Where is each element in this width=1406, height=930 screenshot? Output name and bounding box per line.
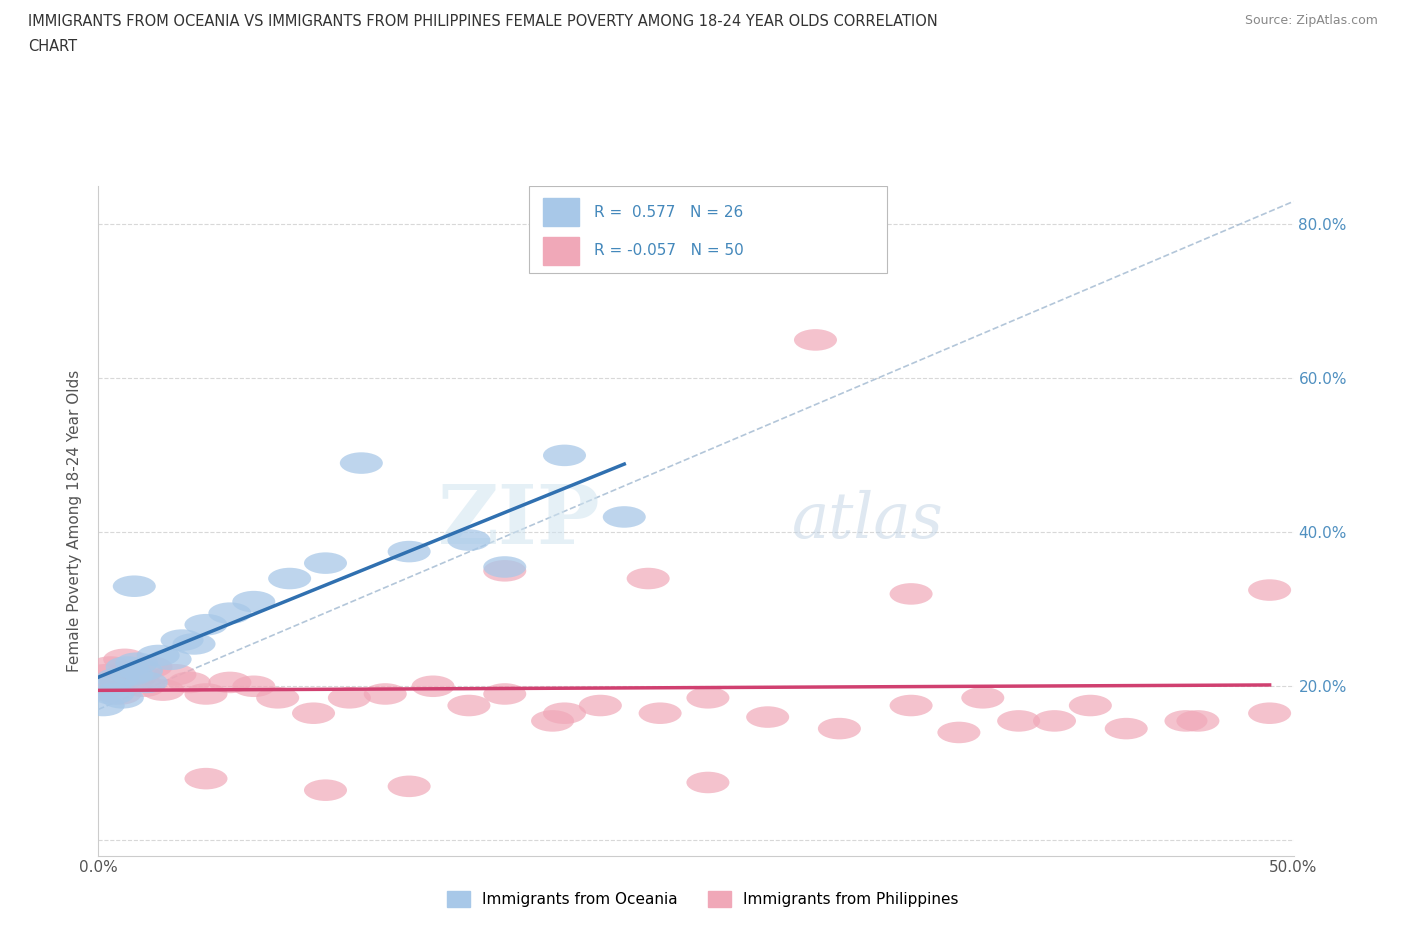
Ellipse shape [122, 675, 166, 698]
Ellipse shape [269, 567, 311, 590]
Ellipse shape [962, 687, 1004, 709]
Ellipse shape [82, 695, 125, 716]
Ellipse shape [447, 529, 491, 551]
Ellipse shape [153, 664, 197, 685]
Ellipse shape [232, 591, 276, 612]
Ellipse shape [112, 668, 156, 689]
Ellipse shape [87, 675, 129, 698]
Ellipse shape [304, 552, 347, 574]
Ellipse shape [142, 679, 184, 701]
Bar [543, 198, 579, 226]
Ellipse shape [115, 653, 159, 674]
Text: IMMIGRANTS FROM OCEANIA VS IMMIGRANTS FROM PHILIPPINES FEMALE POVERTY AMONG 18-2: IMMIGRANTS FROM OCEANIA VS IMMIGRANTS FR… [28, 14, 938, 29]
Ellipse shape [208, 671, 252, 693]
Ellipse shape [388, 541, 430, 563]
Ellipse shape [890, 695, 932, 716]
Ellipse shape [1033, 711, 1076, 732]
Ellipse shape [747, 706, 789, 728]
Ellipse shape [543, 702, 586, 724]
FancyBboxPatch shape [529, 186, 887, 273]
Ellipse shape [1249, 579, 1291, 601]
Ellipse shape [184, 614, 228, 635]
Ellipse shape [938, 722, 980, 743]
Ellipse shape [412, 675, 454, 698]
Ellipse shape [1164, 711, 1208, 732]
Ellipse shape [1069, 695, 1112, 716]
Ellipse shape [890, 583, 932, 604]
Ellipse shape [105, 657, 149, 678]
Ellipse shape [79, 679, 122, 701]
Ellipse shape [160, 630, 204, 651]
Ellipse shape [388, 776, 430, 797]
Ellipse shape [232, 675, 276, 698]
Ellipse shape [208, 603, 252, 624]
Legend: Immigrants from Oceania, Immigrants from Philippines: Immigrants from Oceania, Immigrants from… [441, 884, 965, 913]
Ellipse shape [89, 657, 132, 678]
Ellipse shape [120, 660, 163, 682]
Text: R =  0.577   N = 26: R = 0.577 N = 26 [595, 205, 744, 219]
Ellipse shape [129, 657, 173, 678]
Ellipse shape [1177, 711, 1219, 732]
Ellipse shape [447, 695, 491, 716]
Ellipse shape [686, 687, 730, 709]
Ellipse shape [101, 687, 143, 709]
Ellipse shape [96, 668, 139, 689]
Ellipse shape [94, 671, 136, 693]
Ellipse shape [997, 711, 1040, 732]
Ellipse shape [364, 684, 406, 705]
Ellipse shape [256, 687, 299, 709]
Ellipse shape [340, 452, 382, 474]
Text: CHART: CHART [28, 39, 77, 54]
Ellipse shape [484, 560, 526, 581]
Ellipse shape [794, 329, 837, 351]
Ellipse shape [103, 648, 146, 671]
Text: ZIP: ZIP [437, 481, 600, 561]
Ellipse shape [328, 687, 371, 709]
Ellipse shape [184, 768, 228, 790]
Ellipse shape [531, 711, 574, 732]
Ellipse shape [98, 684, 142, 705]
Ellipse shape [304, 779, 347, 801]
Ellipse shape [484, 556, 526, 578]
Text: Source: ZipAtlas.com: Source: ZipAtlas.com [1244, 14, 1378, 27]
Text: R = -0.057   N = 50: R = -0.057 N = 50 [595, 244, 744, 259]
Ellipse shape [638, 702, 682, 724]
Ellipse shape [1249, 702, 1291, 724]
Ellipse shape [111, 664, 153, 685]
Ellipse shape [686, 772, 730, 793]
Ellipse shape [627, 567, 669, 590]
Ellipse shape [173, 633, 215, 655]
Ellipse shape [818, 718, 860, 739]
Ellipse shape [125, 671, 167, 693]
Ellipse shape [1105, 718, 1147, 739]
Ellipse shape [579, 695, 621, 716]
Text: atlas: atlas [792, 490, 943, 551]
Ellipse shape [149, 648, 191, 671]
Ellipse shape [184, 684, 228, 705]
Ellipse shape [543, 445, 586, 466]
Ellipse shape [84, 664, 127, 685]
Bar [543, 237, 579, 265]
Ellipse shape [603, 506, 645, 527]
Ellipse shape [112, 576, 156, 597]
Ellipse shape [118, 664, 160, 685]
Ellipse shape [484, 684, 526, 705]
Ellipse shape [136, 644, 180, 666]
Ellipse shape [91, 684, 135, 705]
Ellipse shape [292, 702, 335, 724]
Ellipse shape [108, 660, 150, 682]
Y-axis label: Female Poverty Among 18-24 Year Olds: Female Poverty Among 18-24 Year Olds [67, 370, 83, 672]
Ellipse shape [167, 671, 211, 693]
